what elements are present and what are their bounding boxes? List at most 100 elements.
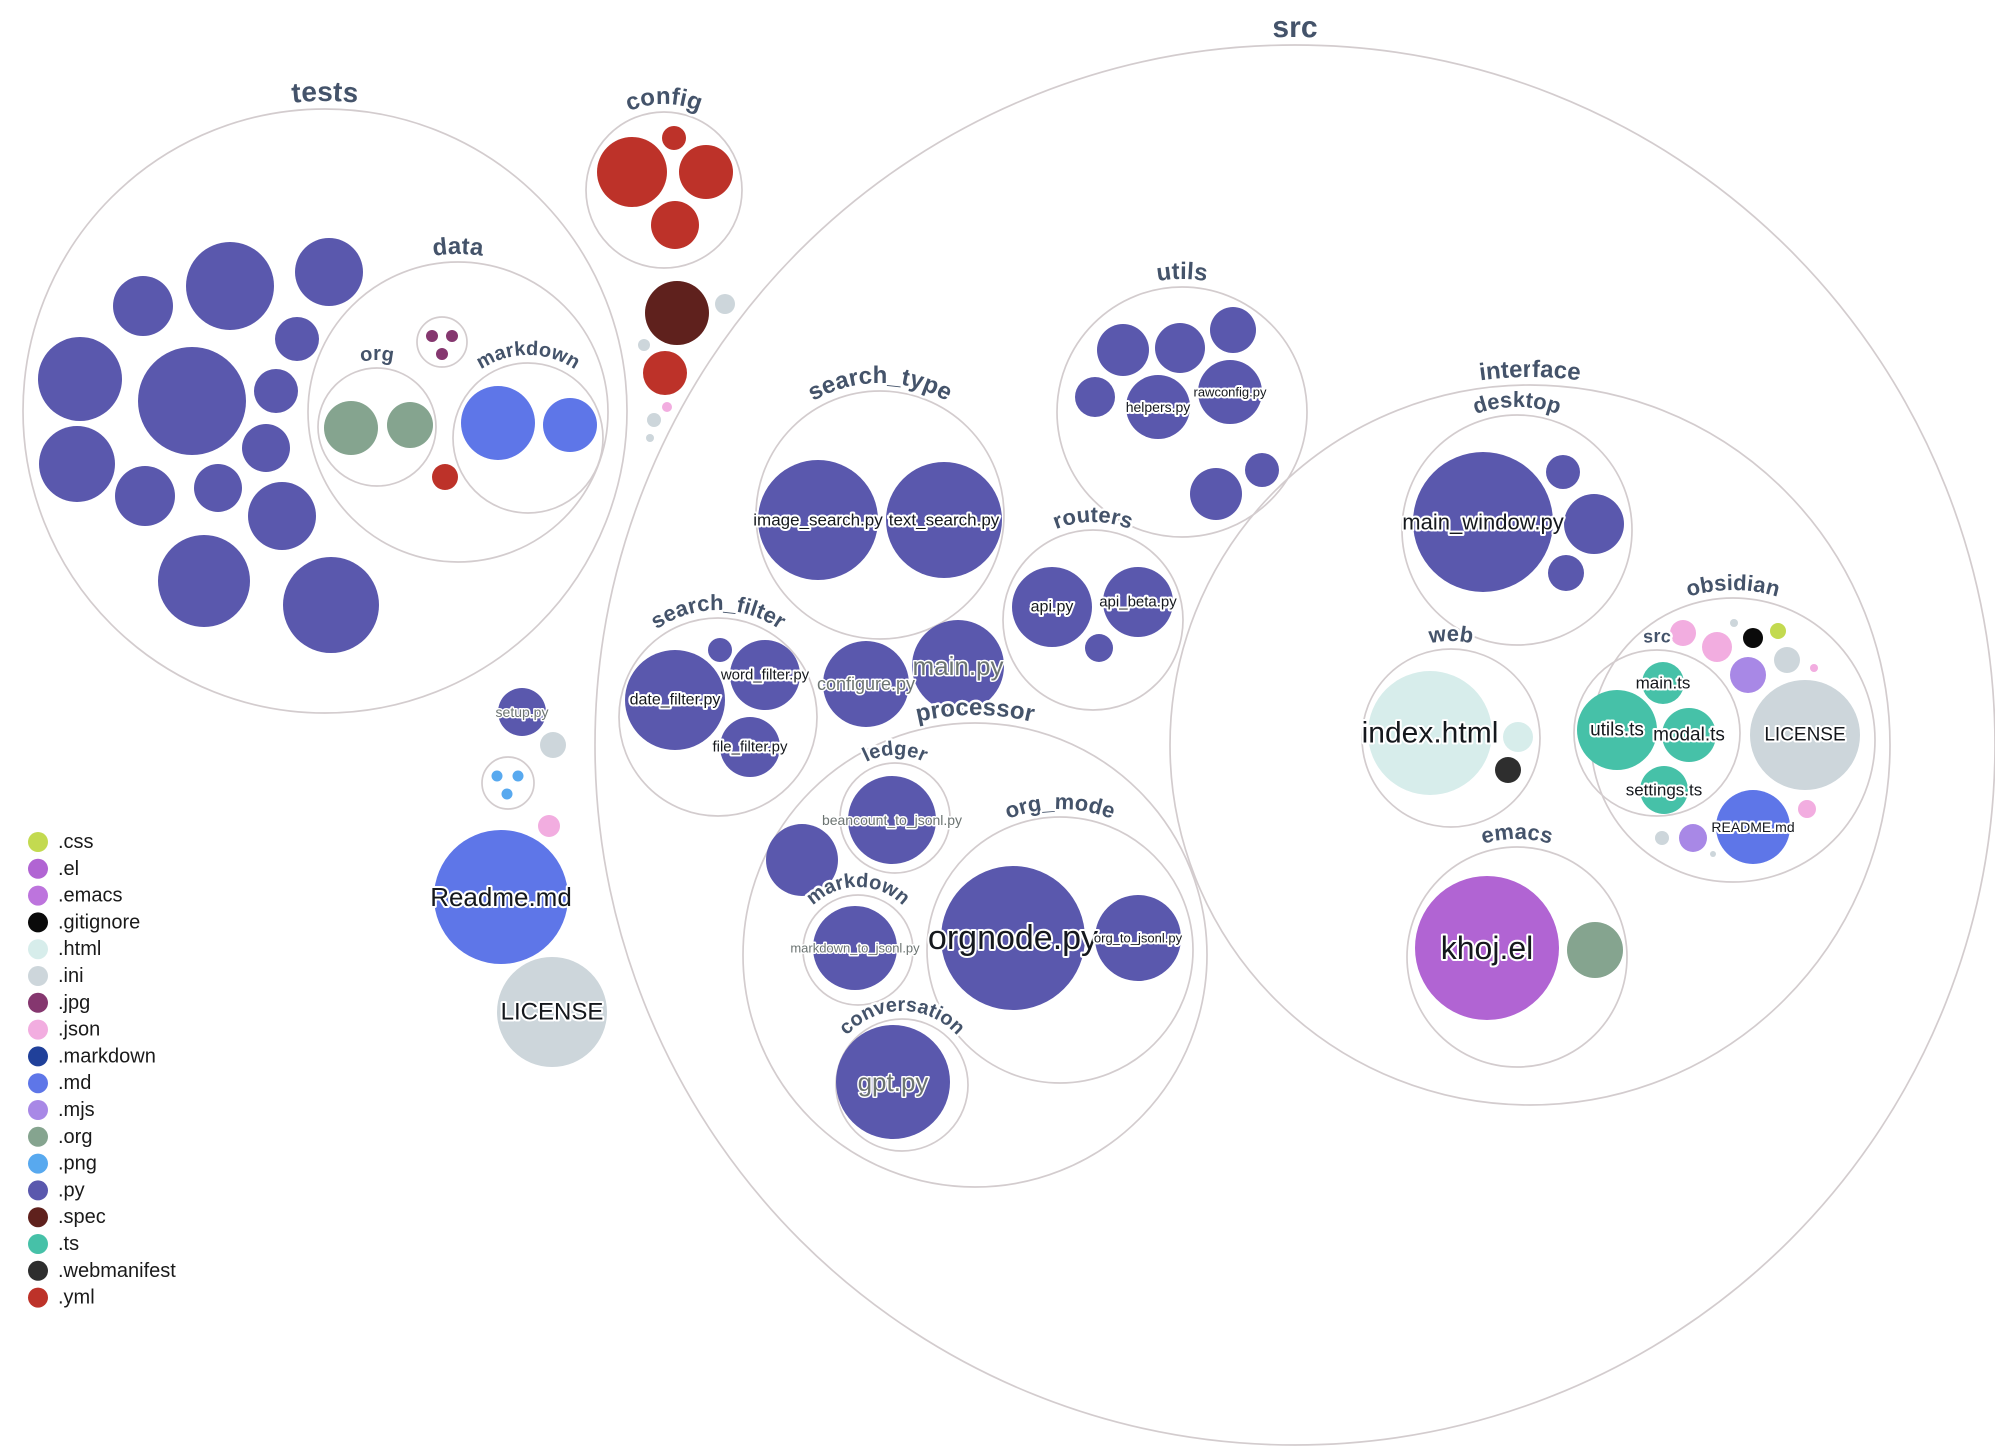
root-ini-3-file-circle[interactable] (647, 413, 661, 427)
obs-json-1-file-circle[interactable] (1670, 620, 1696, 646)
text-search-py-file-circle[interactable] (886, 462, 1002, 578)
main-py-file-circle[interactable] (912, 620, 1004, 712)
web-webmanifest-file-circle[interactable] (1495, 757, 1521, 783)
dir-search-filter-folder-circle[interactable] (618, 617, 818, 817)
obs-ini-2-file-circle[interactable] (1774, 647, 1800, 673)
tests-py-3-file-circle[interactable] (113, 276, 173, 336)
routers-py-file-circle[interactable] (1085, 634, 1113, 662)
utils-py-3-file-circle[interactable] (1210, 307, 1256, 353)
obs-ini-3-file-circle[interactable] (1655, 831, 1669, 845)
utils-ts-file-circle[interactable] (1577, 690, 1657, 770)
emacs-org-file-circle[interactable] (1567, 922, 1623, 978)
tests-py-9-file-circle[interactable] (39, 426, 115, 502)
web-html-2-file-circle[interactable] (1503, 722, 1533, 752)
filter-py-dot-file-circle[interactable] (708, 638, 732, 662)
tests-py-1-file-circle[interactable] (186, 242, 274, 330)
settings-ts-file-circle[interactable] (1640, 766, 1688, 814)
file-filter-py-file-circle[interactable] (720, 717, 780, 777)
tests-py-13-file-circle[interactable] (158, 535, 250, 627)
dir-obsidian-src-folder-circle[interactable] (1573, 649, 1741, 817)
readme-md-file-circle[interactable] (434, 830, 568, 964)
utils-py-1-file-circle[interactable] (1097, 324, 1149, 376)
dir-tests-folder-circle[interactable] (22, 108, 628, 714)
obs-readme-file-circle[interactable] (1716, 790, 1790, 864)
image-search-py-file-circle[interactable] (758, 460, 878, 580)
obs-json-3-file-circle[interactable] (1810, 664, 1818, 672)
obs-json-4-file-circle[interactable] (1798, 800, 1816, 818)
data-jpg-3-file-circle[interactable] (436, 348, 448, 360)
data-jpg-2-file-circle[interactable] (446, 330, 458, 342)
root-png-3-file-circle[interactable] (501, 788, 513, 800)
dir-data-images-folder-circle[interactable] (416, 316, 468, 368)
config-yml-2-file-circle[interactable] (662, 126, 686, 150)
obs-css-file-circle[interactable] (1770, 623, 1786, 639)
data-org-1-file-circle[interactable] (324, 401, 378, 455)
tests-py-10-file-circle[interactable] (115, 466, 175, 526)
root-ini-4-file-circle[interactable] (646, 434, 654, 442)
word-filter-py-file-circle[interactable] (730, 640, 800, 710)
dir-src-folder-circle[interactable] (594, 44, 1995, 1446)
dir-processor-folder-circle[interactable] (742, 722, 1208, 1188)
tests-py-12-file-circle[interactable] (248, 482, 316, 550)
utils-py-5-file-circle[interactable] (1190, 468, 1242, 520)
dir-conversation-folder-circle[interactable] (835, 1018, 969, 1152)
obs-json-2-file-circle[interactable] (1702, 632, 1732, 662)
index-html-file-circle[interactable] (1368, 671, 1492, 795)
data-md-2-file-circle[interactable] (543, 398, 597, 452)
config-yml-3-file-circle[interactable] (679, 145, 733, 199)
root-json-1-file-circle[interactable] (662, 402, 672, 412)
org-to-jsonl-py-file-circle[interactable] (1095, 895, 1181, 981)
obs-mjs-1-file-circle[interactable] (1730, 657, 1766, 693)
dir-data-folder-circle[interactable] (307, 261, 609, 563)
root-ini-2-file-circle[interactable] (638, 339, 650, 351)
data-org-2-file-circle[interactable] (387, 402, 433, 448)
root-spec-file-circle[interactable] (645, 281, 709, 345)
license-root-file-circle[interactable] (497, 957, 607, 1067)
orgnode-py-file-circle[interactable] (941, 866, 1085, 1010)
root-png-1-file-circle[interactable] (491, 770, 503, 782)
data-yml-file-circle[interactable] (432, 464, 458, 490)
utils-py-2-file-circle[interactable] (1155, 323, 1205, 373)
beancount-py-file-circle[interactable] (848, 776, 936, 864)
dir-interface-folder-circle[interactable] (1169, 384, 1891, 1106)
config-yml-1-file-circle[interactable] (597, 137, 667, 207)
dir-emacs-folder-circle[interactable] (1406, 846, 1628, 1068)
root-yml-file-circle[interactable] (643, 351, 687, 395)
helpers-py-file-circle[interactable] (1126, 375, 1190, 439)
tests-py-7-file-circle[interactable] (254, 369, 298, 413)
dir-utils-folder-circle[interactable] (1056, 286, 1308, 538)
tests-py-6-file-circle[interactable] (275, 317, 319, 361)
obs-license-file-circle[interactable] (1750, 680, 1860, 790)
tests-py-11-file-circle[interactable] (194, 464, 242, 512)
obs-ini-4-file-circle[interactable] (1710, 851, 1716, 857)
config-yml-4-file-circle[interactable] (651, 201, 699, 249)
tests-py-2-file-circle[interactable] (295, 238, 363, 306)
dir-proc-markdown-folder-circle[interactable] (802, 894, 914, 1006)
obs-mjs-2-file-circle[interactable] (1679, 824, 1707, 852)
dir-config-folder-circle[interactable] (585, 111, 743, 269)
dir-web-folder-circle[interactable] (1361, 648, 1541, 828)
dir-ledger-folder-circle[interactable] (839, 762, 951, 874)
configure-py-file-circle[interactable] (823, 641, 909, 727)
dir-search-type-folder-circle[interactable] (755, 390, 1005, 640)
obs-gitignore-file-circle[interactable] (1743, 628, 1763, 648)
api-beta-py-file-circle[interactable] (1103, 567, 1173, 637)
root-ini-1-file-circle[interactable] (715, 294, 735, 314)
dir-data-org-folder-circle[interactable] (317, 367, 437, 487)
data-jpg-1-file-circle[interactable] (426, 330, 438, 342)
tests-py-8-file-circle[interactable] (242, 424, 290, 472)
root-json-2-file-circle[interactable] (538, 815, 560, 837)
date-filter-py-file-circle[interactable] (625, 650, 725, 750)
desktop-py-2-file-circle[interactable] (1564, 494, 1624, 554)
data-md-1-file-circle[interactable] (461, 386, 535, 460)
dir-routers-folder-circle[interactable] (1002, 529, 1184, 711)
tests-py-5-file-circle[interactable] (138, 347, 246, 455)
tests-py-4-file-circle[interactable] (38, 337, 122, 421)
dir-data-markdown-folder-circle[interactable] (452, 362, 604, 514)
desktop-py-3-file-circle[interactable] (1548, 555, 1584, 591)
desktop-py-1-file-circle[interactable] (1546, 455, 1580, 489)
utils-py-4-file-circle[interactable] (1075, 377, 1115, 417)
gpt-py-file-circle[interactable] (836, 1025, 950, 1139)
setup-py-file-circle[interactable] (498, 688, 546, 736)
dir-desktop-folder-circle[interactable] (1401, 414, 1633, 646)
